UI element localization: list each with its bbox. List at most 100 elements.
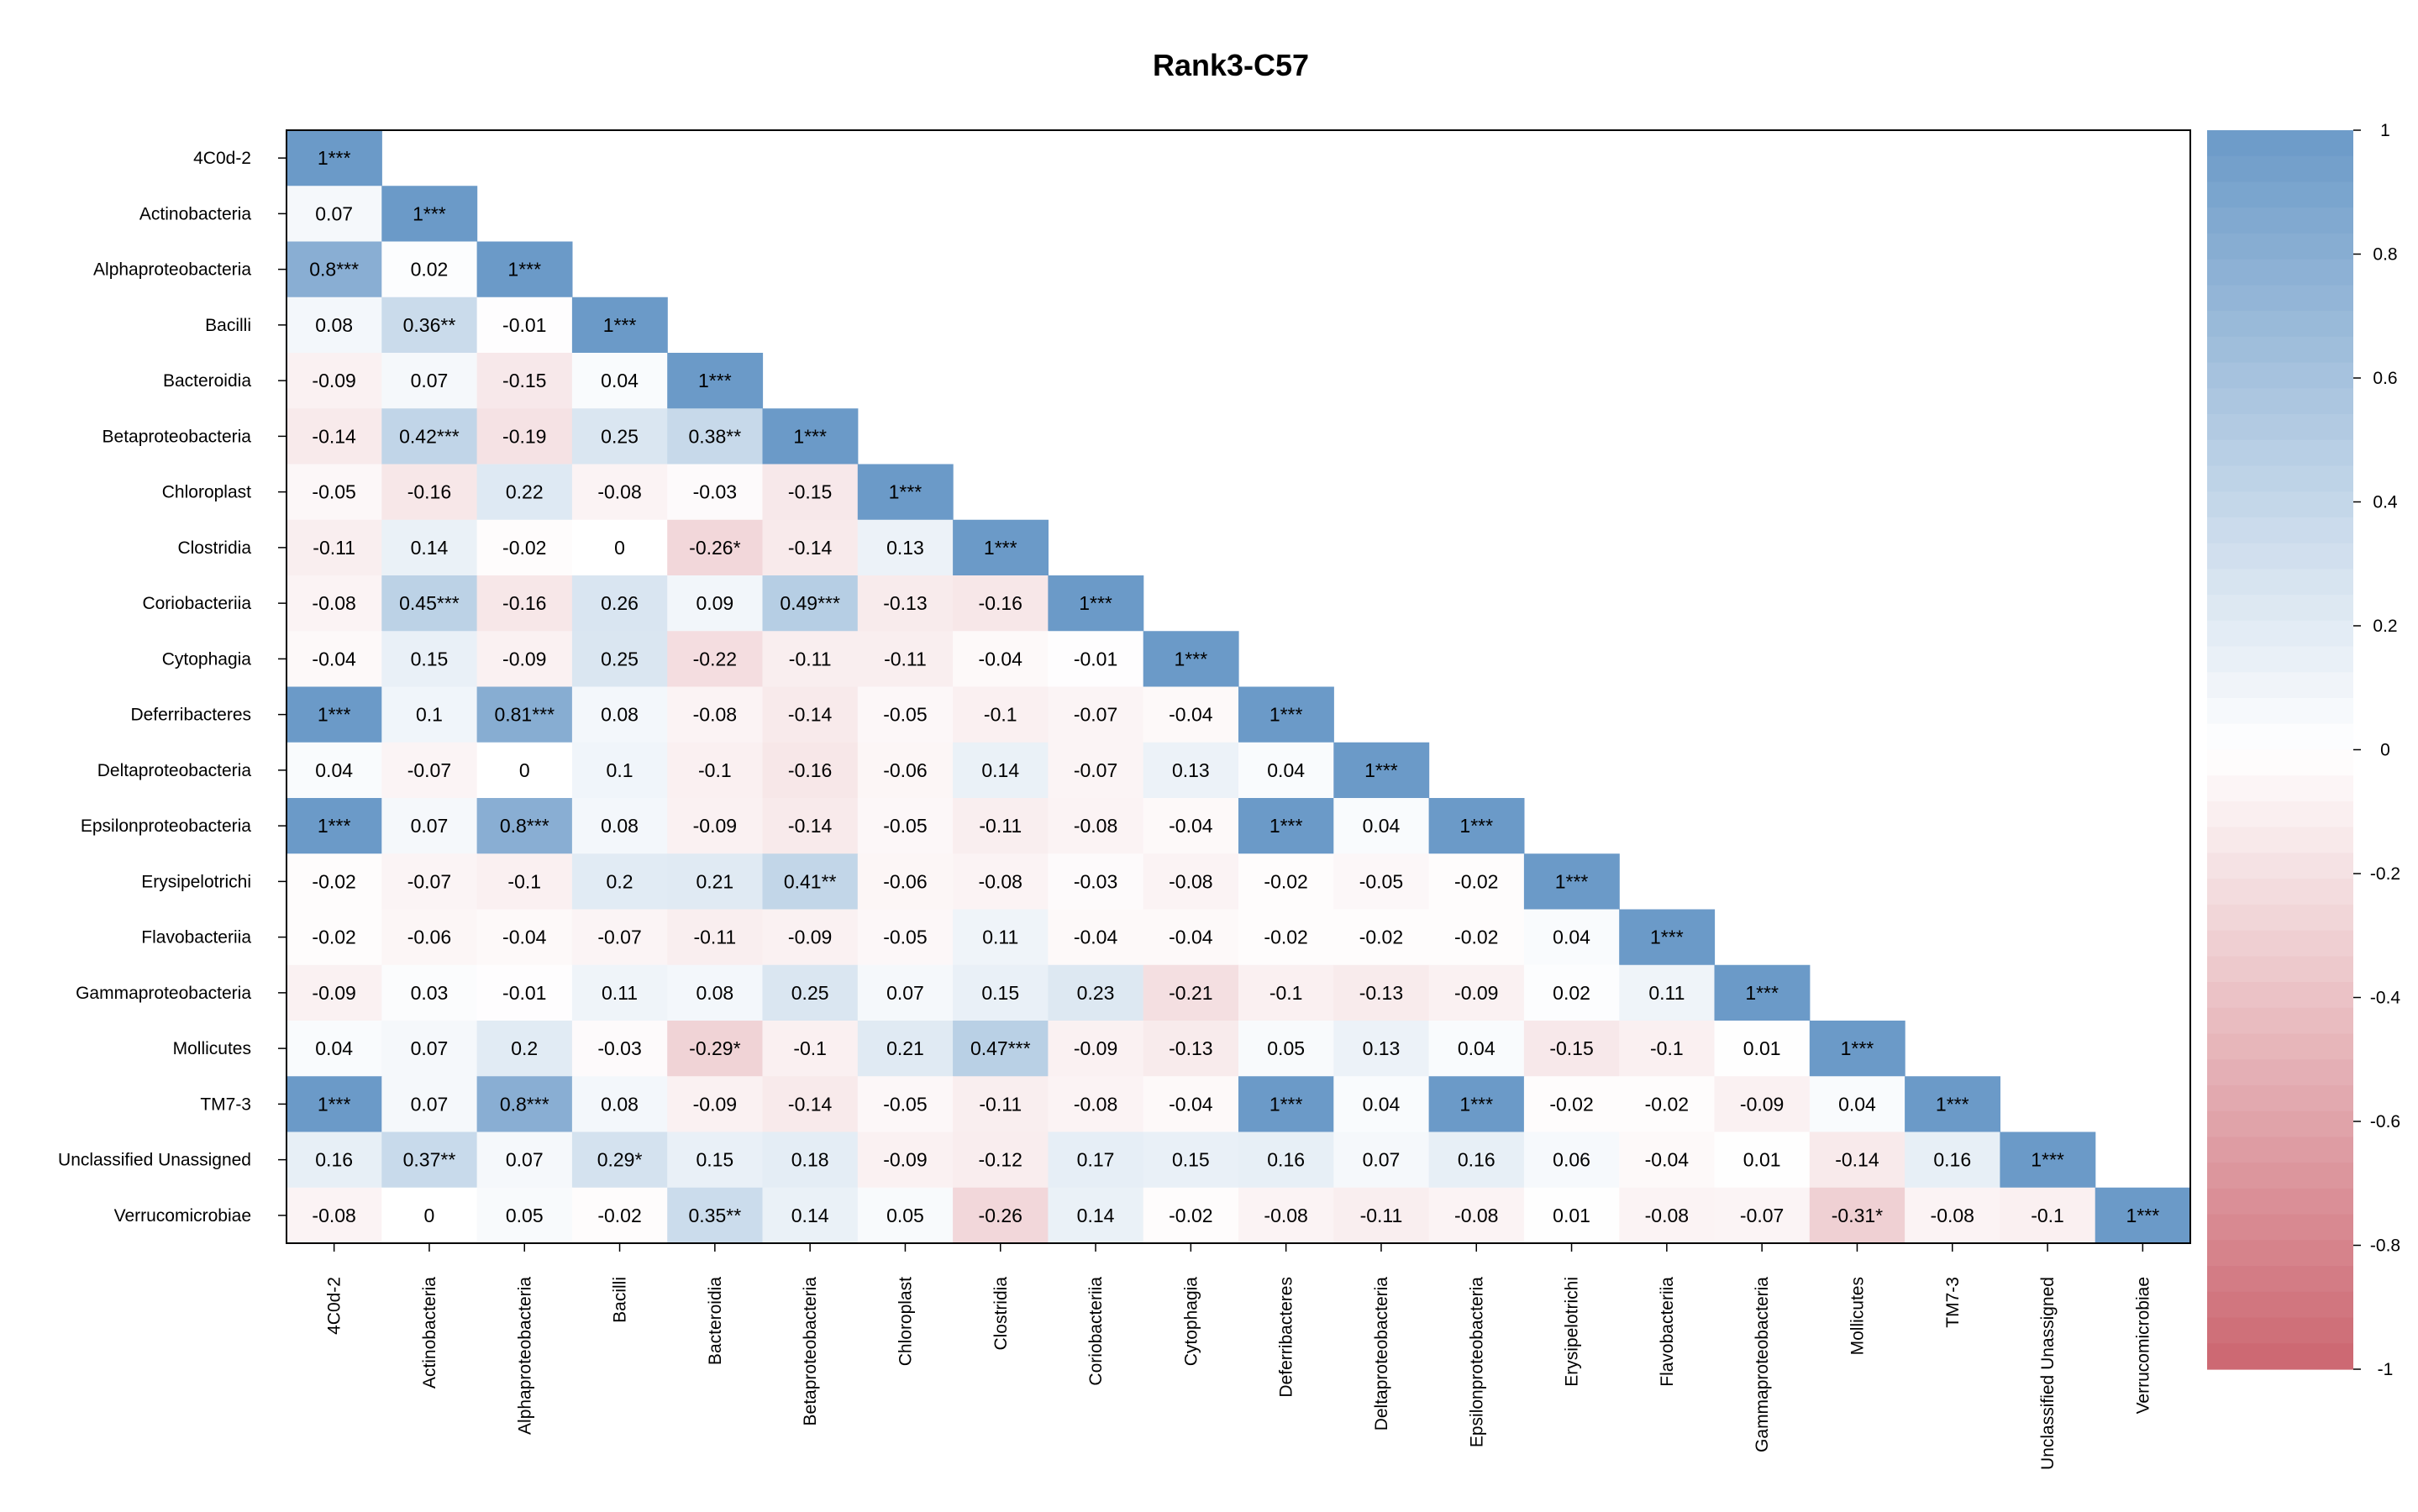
heatmap-cell	[953, 1187, 1049, 1244]
cell-value-label: -0.14	[788, 704, 833, 726]
heatmap-cell	[286, 631, 382, 688]
colorbar-segment	[2207, 181, 2353, 208]
heatmap-cell	[667, 353, 764, 409]
cell-value-label: -0.16	[979, 592, 1022, 614]
cell-value-label: 0.16	[1267, 1149, 1305, 1171]
cell-value-label: -0.14	[788, 537, 833, 559]
cell-value-label: 0.17	[1077, 1149, 1115, 1171]
cell-value-label: -0.12	[979, 1149, 1022, 1171]
heatmap-cell	[571, 964, 668, 1021]
cell-value-label: 0.21	[886, 1037, 924, 1059]
heatmap-cell	[667, 631, 764, 688]
colorbar-segment	[2207, 620, 2353, 648]
cell-value-label: 0.01	[1553, 1205, 1590, 1226]
cell-value-label: -0.02	[1645, 1093, 1689, 1115]
colorbar-tick-label: 0.2	[2373, 617, 2397, 636]
colorbar-segment	[2207, 311, 2353, 338]
column-label: Gammaproteobacteria	[1753, 1277, 1772, 1452]
heatmap-cell	[667, 408, 764, 465]
heatmap-cell	[953, 575, 1049, 632]
cell-value-label: -0.11	[979, 815, 1022, 837]
cell-value-label: -0.04	[1645, 1149, 1690, 1171]
cell-value-label: -0.07	[597, 927, 641, 948]
heatmap-cell	[571, 853, 668, 911]
colorbar-segment	[2207, 879, 2353, 906]
cell-value-label: -0.31*	[1832, 1205, 1883, 1226]
cell-value-label: -0.02	[312, 927, 355, 948]
heatmap-cell	[1048, 1076, 1144, 1133]
heatmap-cell	[1143, 964, 1239, 1021]
cell-value-label: 1***	[318, 704, 351, 726]
colorbar-tick-label: -0.4	[2370, 989, 2401, 1008]
heatmap-cell	[667, 964, 764, 1021]
heatmap-cell	[1333, 1021, 1430, 1077]
colorbar-segment	[2207, 285, 2353, 312]
cell-value-label: 0.07	[1363, 1149, 1401, 1171]
heatmap-cell	[571, 464, 668, 521]
heatmap-cell	[1714, 1076, 1811, 1133]
cell-value-label: 1***	[2126, 1205, 2160, 1226]
cell-value-label: -0.07	[1074, 704, 1117, 726]
colorbar-segment	[2207, 155, 2353, 183]
heatmap-cell	[667, 1187, 764, 1244]
heatmap-cell	[857, 853, 954, 911]
heatmap-cell	[1428, 1021, 1525, 1077]
cell-value-label: 0.41**	[784, 870, 837, 892]
cell-value-label: -0.09	[1740, 1093, 1784, 1115]
column-label: Betaproteobacteria	[801, 1277, 820, 1426]
cell-value-label: -0.16	[788, 759, 832, 781]
cell-value-label: -0.1	[698, 759, 732, 781]
heatmap-cell	[571, 519, 668, 576]
heatmap-cell	[953, 631, 1049, 688]
row-label: Bacilli	[205, 316, 251, 335]
heatmap-cell	[1143, 853, 1239, 911]
cell-value-label: 0.47***	[970, 1037, 1031, 1059]
heatmap-cell	[381, 686, 478, 743]
heatmap-cell	[1905, 1131, 2000, 1189]
cell-value-label: 0.04	[315, 759, 353, 781]
colorbar-segment	[2207, 1110, 2353, 1138]
cell-value-label: -0.1	[2031, 1205, 2064, 1226]
cell-value-label: -0.11	[693, 927, 736, 948]
heatmap-cell	[286, 241, 382, 298]
row-label: TM7-3	[200, 1095, 251, 1114]
chart-title: Rank3-C57	[1153, 48, 1309, 82]
heatmap-cell	[571, 353, 668, 409]
cell-value-label: 0	[424, 1205, 435, 1226]
column-label: TM7-3	[1943, 1277, 1963, 1328]
heatmap-cell	[762, 575, 859, 632]
heatmap-cell	[1523, 1187, 1620, 1244]
heatmap-cell	[667, 464, 764, 521]
column-label: Chloroplast	[896, 1277, 915, 1366]
heatmap-cell	[1333, 742, 1430, 799]
colorbar-segment	[2207, 775, 2353, 802]
heatmap-cell	[286, 1131, 382, 1189]
column-label: Clostridia	[991, 1277, 1011, 1351]
row-label: 4C0d-2	[193, 149, 251, 168]
cell-value-label: 1***	[507, 259, 541, 281]
heatmap-cell	[857, 519, 954, 576]
colorbar-segment	[2207, 930, 2353, 957]
cell-value-label: -0.07	[407, 870, 451, 892]
heatmap-cell	[286, 742, 382, 799]
heatmap-cell	[953, 686, 1049, 743]
colorbar-segment	[2207, 233, 2353, 260]
cell-value-label: 0.1	[607, 759, 633, 781]
heatmap-cell	[1333, 1131, 1430, 1189]
heatmap-cell	[476, 909, 573, 966]
cell-value-label: -0.09	[788, 927, 832, 948]
cell-value-label: -0.14	[1835, 1149, 1879, 1171]
cell-value-label: 0.2	[511, 1037, 538, 1059]
heatmap-cell	[286, 408, 382, 465]
cell-value-label: 1***	[1745, 982, 1779, 1004]
colorbar-segment	[2207, 723, 2353, 751]
heatmap-cell	[286, 353, 382, 409]
cell-value-label: 0.07	[411, 815, 449, 837]
row-labels: 4C0d-2 Actinobacteria Alphaproteobacteria B…	[58, 149, 286, 1226]
column-label: Alphaproteobacteria	[515, 1277, 534, 1435]
heatmap-cell	[571, 686, 668, 743]
cell-value-label: 0.42***	[399, 425, 460, 447]
heatmap-cell	[1333, 964, 1430, 1021]
cell-value-label: 1***	[1555, 870, 1589, 892]
plot-frame	[286, 129, 2191, 1244]
